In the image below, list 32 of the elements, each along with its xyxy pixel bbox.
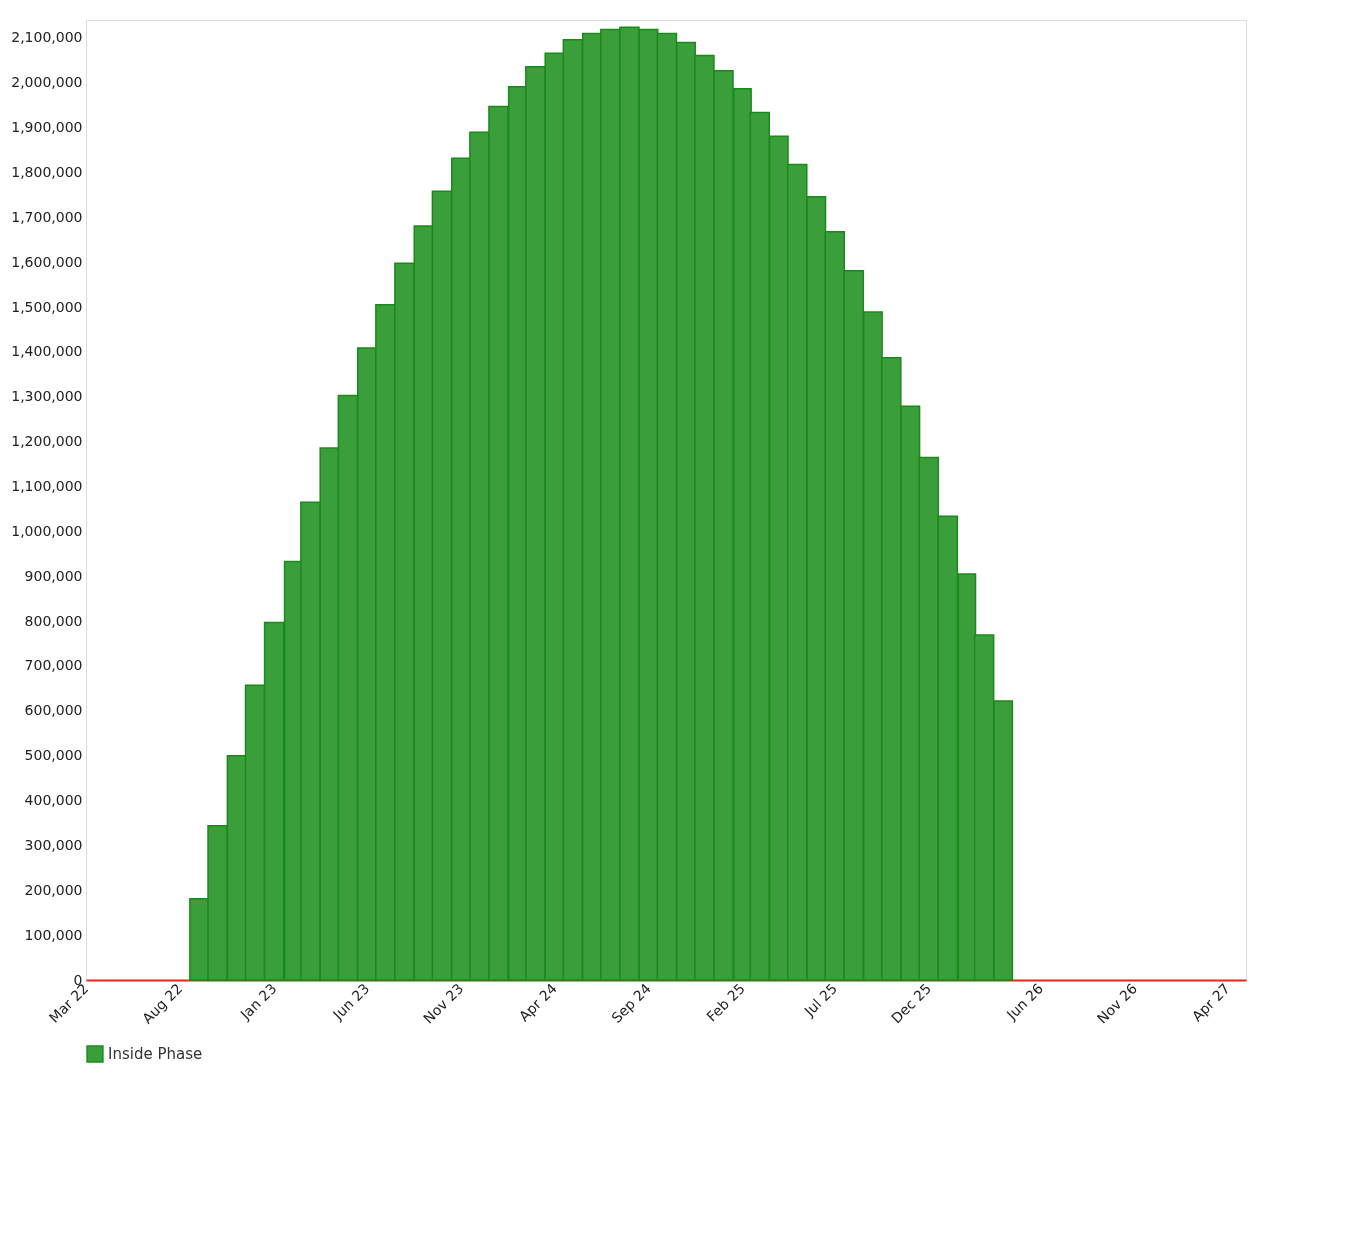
y-tick-label: 2,100,000: [11, 29, 83, 46]
x-tick-label: Sep 24: [608, 980, 654, 1026]
x-tick-label: Jul 25: [800, 980, 841, 1020]
y-tick-label: 1,400,000: [11, 343, 83, 360]
y-tick-label: 100,000: [24, 926, 83, 943]
x-tick-label: Jun 23: [329, 980, 373, 1024]
y-tick-label: 900,000: [24, 567, 83, 584]
y-tick-label: 2,000,000: [11, 74, 83, 91]
y-tick-label: 1,600,000: [11, 253, 83, 270]
y-tick-label: 700,000: [24, 657, 83, 674]
y-tick-label: 1,000,000: [11, 522, 83, 539]
y-tick-label: 400,000: [24, 792, 83, 809]
x-tick-label: Jun 26: [1002, 980, 1047, 1024]
y-tick-label: 500,000: [24, 747, 83, 764]
y-tick-label: 1,300,000: [11, 388, 83, 405]
x-tick-label: Apr 27: [1188, 980, 1234, 1025]
y-tick-label: 1,500,000: [11, 298, 83, 315]
y-tick-label: 800,000: [24, 612, 83, 629]
y-tick-label: 1,800,000: [11, 164, 83, 181]
x-tick-label: Dec 25: [888, 980, 935, 1027]
y-tick-label: 300,000: [24, 836, 83, 853]
y-tick-label: 1,100,000: [11, 478, 83, 495]
y-tick-label: 1,700,000: [11, 208, 83, 225]
x-tick-label: Feb 25: [703, 980, 748, 1025]
y-tick-label: 200,000: [24, 881, 83, 898]
y-tick-label: 600,000: [24, 702, 83, 719]
y-tick-label: 1,900,000: [11, 119, 83, 136]
x-tick-label: Nov 26: [1093, 980, 1141, 1027]
x-tick-label: Jan 23: [236, 980, 280, 1024]
x-tick-label: Apr 24: [515, 980, 560, 1025]
legend-label: Inside Phase: [108, 1045, 203, 1063]
y-tick-label: 1,200,000: [11, 433, 83, 450]
